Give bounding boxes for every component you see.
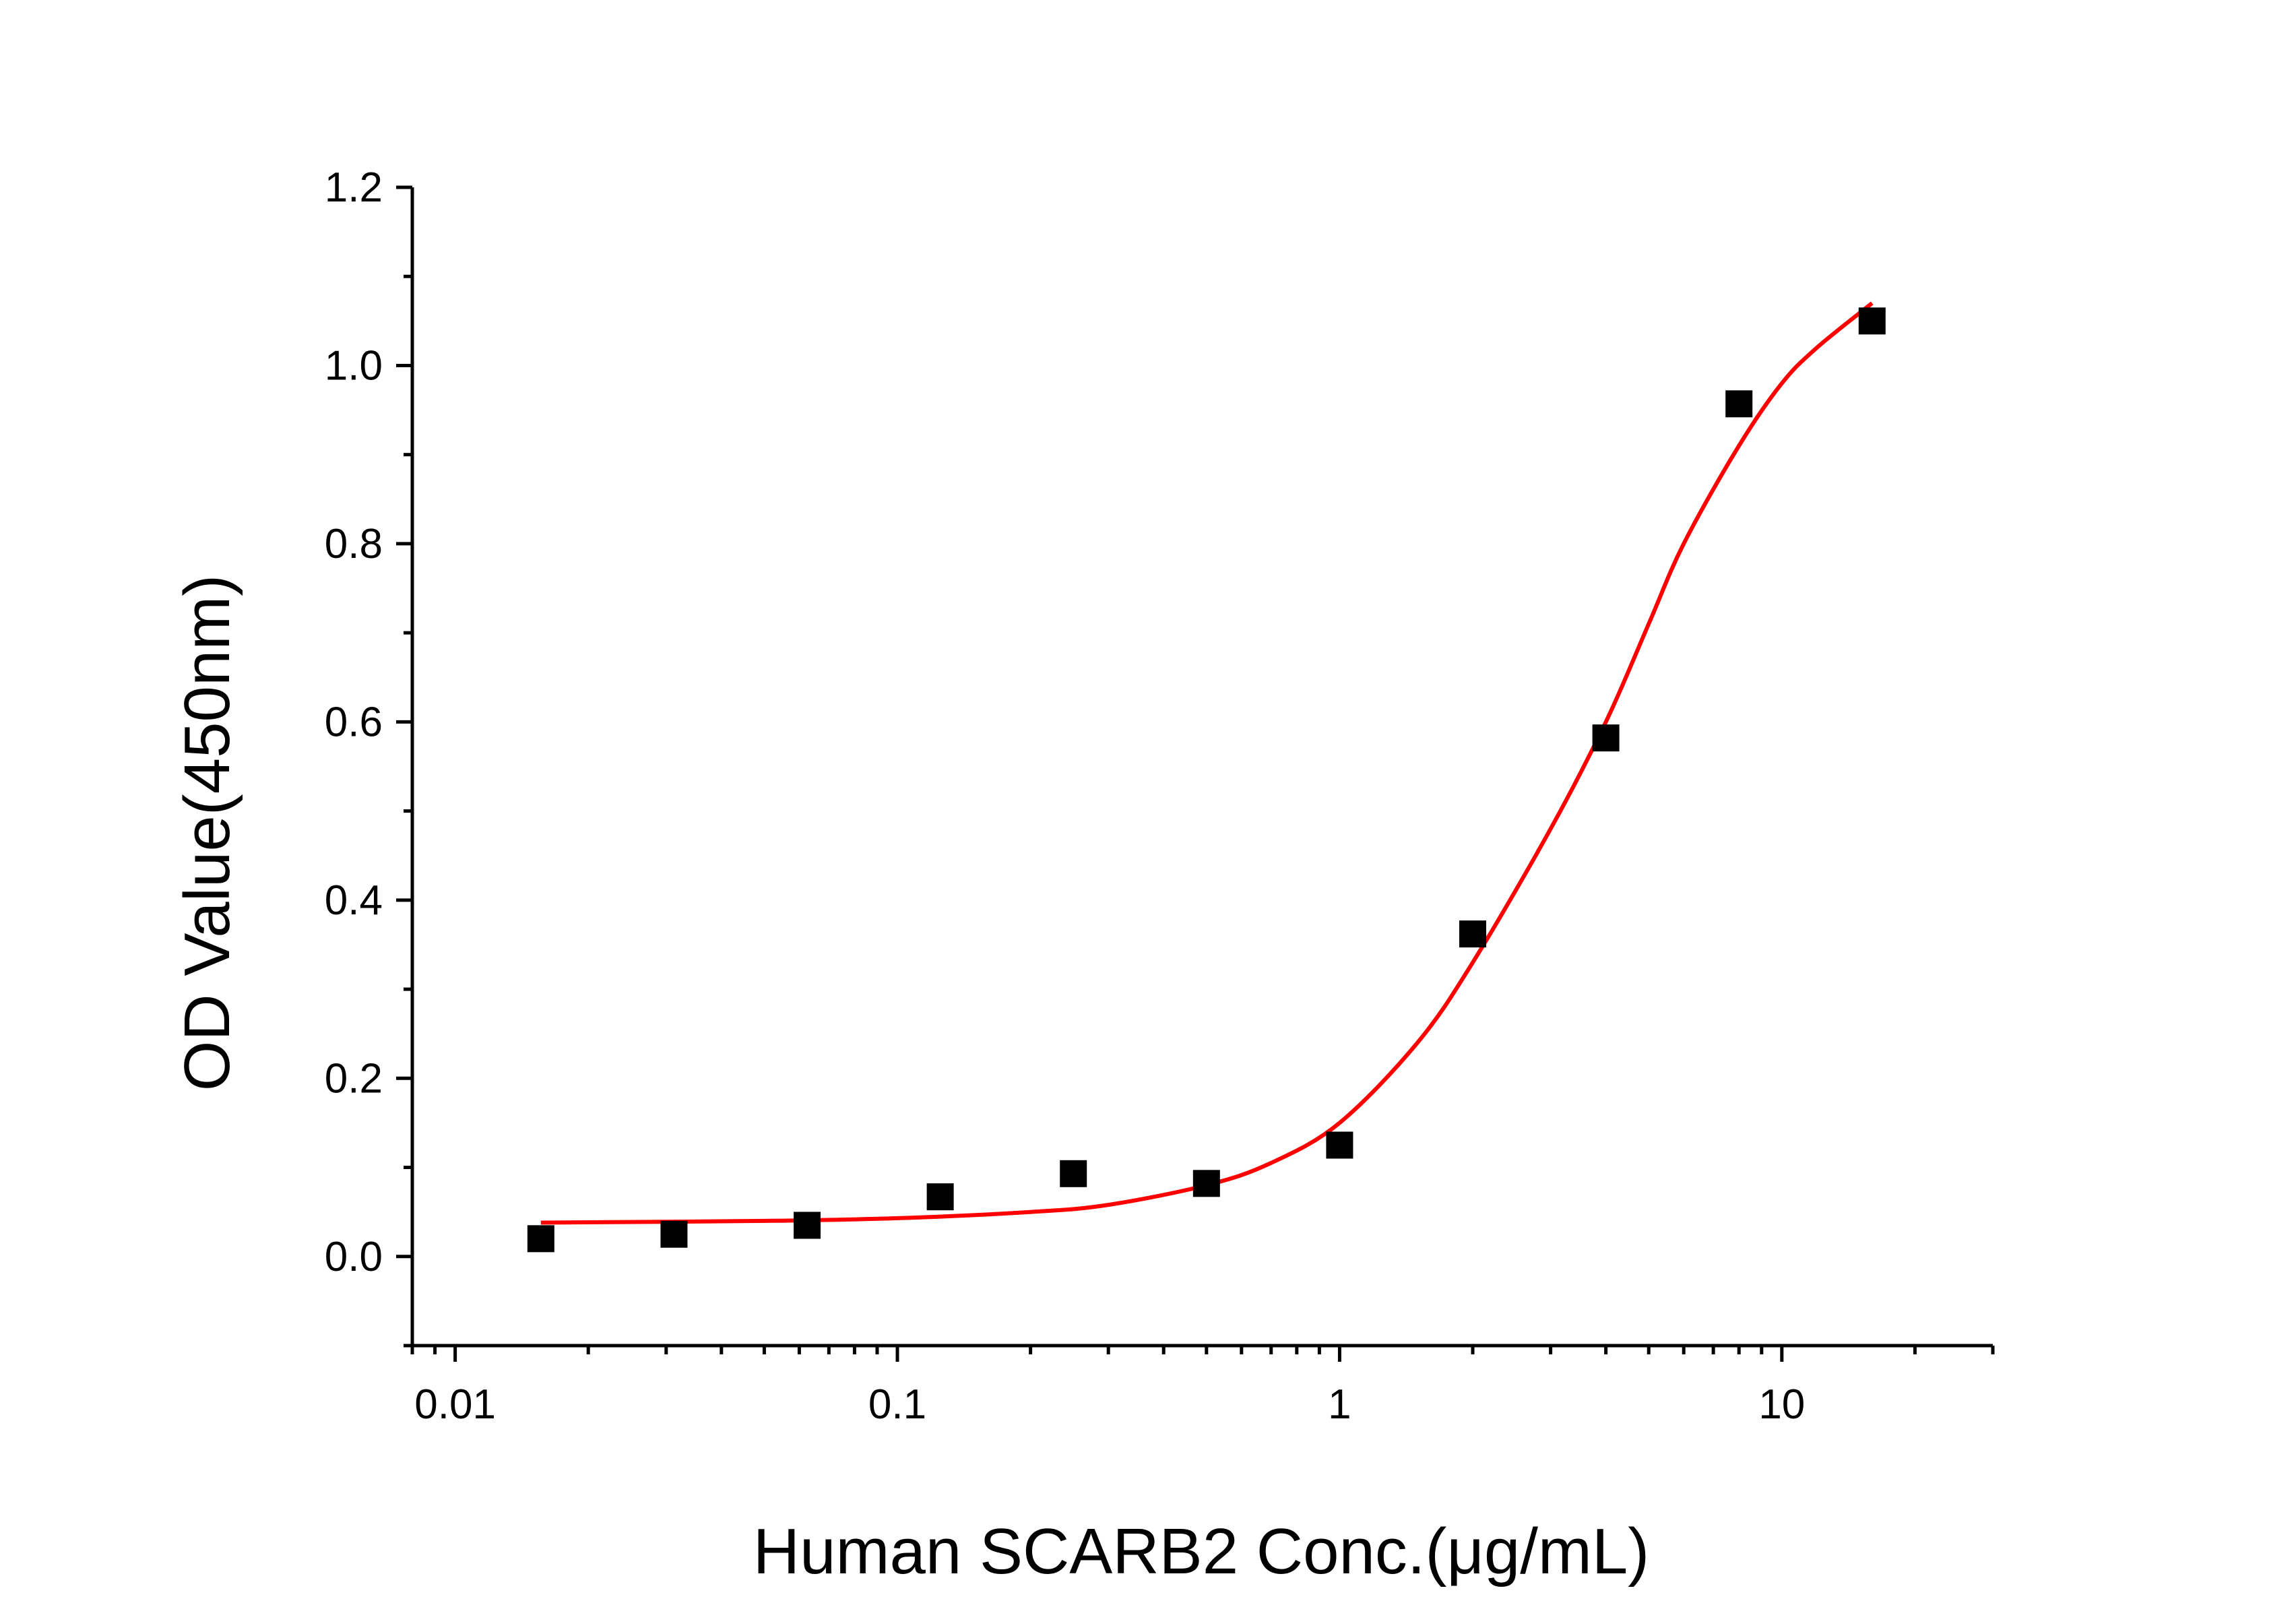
y-tick-label: 1.2 [325,164,383,211]
x-tick-label: 1 [1328,1381,1351,1428]
data-point [794,1212,821,1239]
y-tick-label: 0.0 [325,1234,383,1280]
plot-area: 0.0 0.2 0.4 0.6 0.8 1.0 1.2 0.01 0.1 1 10 [325,164,1995,1428]
y-tick-label: 1.0 [325,342,383,389]
y-tick-label: 0.2 [325,1055,383,1102]
data-point [1060,1160,1087,1187]
data-point [1725,390,1753,418]
x-tick-label: 10 [1758,1381,1805,1428]
y-axis-title: OD Value(450nm) [171,575,243,1092]
y-tick-label: 0.8 [325,521,383,567]
y-tick-label: 0.6 [325,699,383,745]
x-tick-label: 0.1 [868,1381,926,1428]
x-axis-title: Human SCARB2 Conc.(μg/mL) [753,1515,1649,1588]
fit-curve [540,301,1874,1225]
data-point [926,1183,954,1211]
y-tick-label: 0.4 [325,877,383,924]
data-point [527,1225,554,1253]
x-tick-label: 0.01 [414,1381,496,1428]
data-point [1592,724,1620,752]
data-point [660,1220,688,1248]
data-point [1858,307,1886,335]
data-point [1192,1170,1220,1197]
data-point [1459,920,1487,948]
data-point [1326,1131,1353,1159]
